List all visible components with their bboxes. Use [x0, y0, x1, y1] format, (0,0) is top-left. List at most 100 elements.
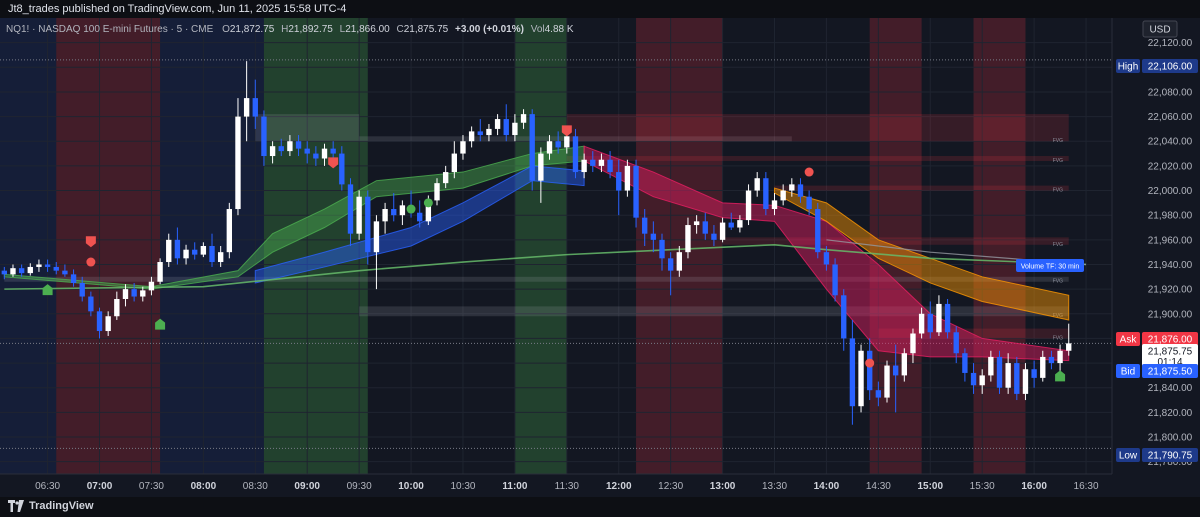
candle-body [321, 148, 328, 159]
candle-body [339, 153, 345, 185]
candle-body [702, 221, 708, 234]
candle [590, 151, 596, 173]
price-tick-label: 21,820.00 [1148, 408, 1193, 419]
candle-body [10, 268, 16, 275]
candle-body [1014, 363, 1020, 394]
candle-body [1066, 343, 1072, 351]
candle [642, 209, 648, 246]
candle-body [79, 282, 85, 297]
candle-body [771, 200, 778, 210]
candle [287, 135, 293, 157]
candle [382, 202, 388, 234]
fvg-zone-label: FVG [1053, 138, 1063, 144]
price-tick-label: 21,800.00 [1148, 433, 1193, 444]
price-tick-label: 21,840.00 [1148, 383, 1193, 394]
price-tick-label: 22,020.00 [1148, 161, 1193, 172]
time-tick-label: 07:00 [87, 481, 113, 492]
candle [841, 289, 847, 351]
candle [494, 114, 501, 136]
candle-body [590, 159, 596, 166]
candle [460, 135, 466, 160]
candle-body [867, 350, 873, 391]
candle [1031, 360, 1037, 388]
currency-button[interactable]: USD [1142, 20, 1178, 38]
candle-body [304, 148, 310, 154]
candle [944, 298, 951, 339]
time-tick-label: 16:00 [1021, 481, 1047, 492]
candle-body [269, 146, 276, 157]
candle-body [391, 209, 397, 216]
grid [0, 18, 1112, 474]
candle-body [356, 196, 362, 234]
candle-body [399, 205, 406, 216]
candle [140, 286, 146, 302]
candle [910, 328, 916, 364]
candle-body [1057, 350, 1063, 364]
volume-tf-text: Volume TF: 30 min [1021, 264, 1080, 271]
candle [693, 215, 700, 234]
candle [1014, 356, 1020, 401]
candle-body [148, 281, 155, 291]
fvg-zone-label: FVG [1053, 158, 1063, 164]
bid-tag: Bid 21,875.50 [1116, 364, 1198, 378]
fvg-zone-label: FVG [1053, 313, 1063, 319]
tradingview-logo[interactable]: TradingView [8, 500, 94, 512]
candle [399, 200, 406, 226]
buy-signal-tag [42, 284, 53, 296]
candle-body [572, 136, 579, 173]
candle [261, 110, 267, 166]
candle [624, 159, 631, 197]
candle-body [243, 98, 250, 117]
low-tag: Low 21,790.75 [1116, 448, 1198, 462]
time-tick-label: 10:30 [450, 481, 475, 492]
signal-markers [42, 125, 1066, 382]
candle [962, 348, 968, 382]
candle [685, 217, 691, 259]
candle-body [330, 148, 336, 154]
candle-body [823, 252, 830, 265]
time-tick-label: 08:30 [243, 481, 268, 492]
candle [875, 381, 882, 407]
candle-body [114, 298, 120, 317]
candle-body [62, 270, 68, 275]
candle-body [988, 356, 994, 376]
open-label: O [222, 24, 230, 35]
sell-signal-tag [328, 157, 339, 169]
candle [728, 212, 734, 230]
candle [88, 291, 94, 317]
candle-body [70, 274, 77, 283]
price-chart[interactable]: FVG FVG FVG FVG FVG FVG FVG 21,780.00 21,800.00… [0, 18, 1200, 497]
candle-body [754, 178, 760, 191]
close-value: 21,875.75 [404, 24, 449, 35]
candle [979, 369, 985, 394]
candle [157, 258, 163, 285]
candle-body [901, 353, 907, 376]
candle [192, 242, 198, 260]
candle-body [892, 365, 899, 376]
candle-body [719, 222, 726, 240]
candle [148, 276, 155, 296]
high-value: 21,892.75 [288, 24, 333, 35]
candle-body [96, 311, 103, 332]
candle [754, 172, 760, 197]
candle [321, 143, 328, 166]
candle-body [616, 172, 622, 191]
footer: TradingView [0, 497, 1200, 517]
candle-body [581, 159, 587, 173]
candle [650, 221, 657, 253]
candle-body [797, 184, 804, 197]
candle-body [745, 190, 752, 221]
time-tick-label: 10:00 [398, 481, 424, 492]
candle [806, 190, 812, 216]
fvg-zone-label: FVG [1053, 188, 1063, 194]
candle-body [927, 313, 933, 333]
time-tick-label: 15:00 [917, 481, 943, 492]
candle [970, 363, 977, 394]
candle-body [44, 264, 51, 267]
candle-body [313, 153, 319, 159]
last-price-tag: 21,875.75 01:14 [1142, 344, 1198, 368]
time-axis[interactable] [0, 474, 1200, 497]
candle [867, 338, 873, 401]
candle [789, 178, 795, 197]
price-axis[interactable] [1112, 18, 1200, 474]
